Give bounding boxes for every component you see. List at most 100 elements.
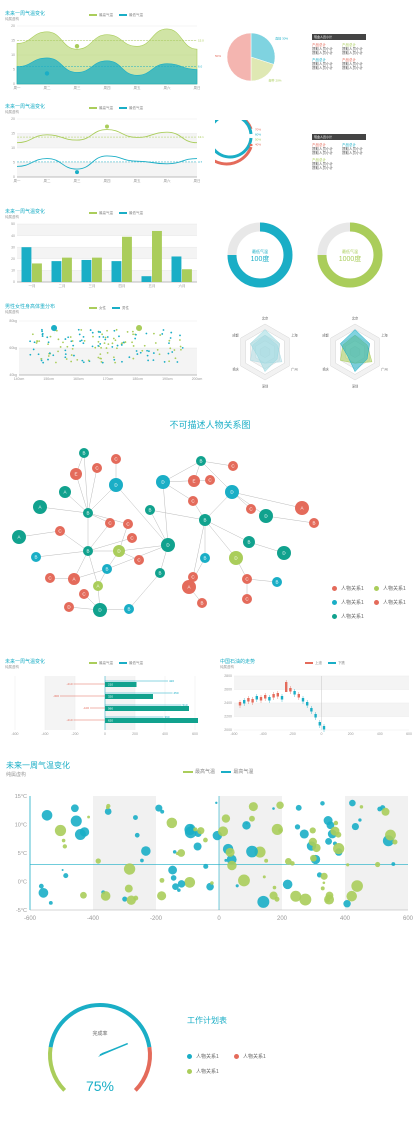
avg-label: 3.7 [198,160,203,164]
candle-body [285,682,288,692]
bubble [177,888,181,892]
graph-node-label: B [203,518,206,523]
graph-node-label: C [58,529,62,534]
candle-body [272,694,275,698]
bubble [38,888,49,898]
graph-link [115,484,169,546]
scatter-point [159,334,162,336]
bar [21,247,32,282]
scatter-point [99,343,102,345]
y-tick-label: 0 [13,175,15,179]
x-tick-label: 400 [377,732,383,736]
graph-node-label: C [137,558,141,563]
grid-band [17,270,197,282]
bubble [242,821,251,830]
line-chart-subtitle: 纯属虚构 [5,110,19,114]
graph-node [111,454,121,464]
bubble [172,850,177,854]
graph-node-label: B [312,521,315,526]
donut-value: 100度 [251,254,270,263]
scatter-point [73,354,75,357]
graph-node-label: B [247,540,250,545]
bubble [41,809,53,821]
gauge-segment [133,1046,152,1092]
candle-body [238,702,242,706]
legend-swatch [111,307,120,310]
graph-node [33,500,47,514]
legend-dot [374,600,379,606]
x-tick-label: 周四 [104,85,111,90]
scatter-point [91,331,94,334]
bubble [170,875,177,881]
y-tick-label: 30 [11,245,15,249]
bar-chart-title: 未来一周气温变化 [5,209,46,215]
donut-arc [317,222,383,288]
x-tick-label: 周日 [194,178,201,183]
hbar-legend: 最高气温 最低气温 [84,661,143,666]
graph-node-label: C [48,576,52,581]
legend-swatch [89,307,97,310]
scatter-chart-subtitle: 纯属虚构 [5,310,19,314]
graph-node [45,573,55,583]
bubble [62,844,68,849]
grid-band [17,162,197,177]
scatter-point [33,341,36,344]
scatter-point [41,332,44,335]
scatter-point [115,328,118,331]
x-tick-label: 三月 [89,283,96,288]
scatter-point [57,338,60,341]
bubble [235,884,239,888]
graph-node-label: A [17,535,20,540]
x-tick-label: 0 [321,732,323,736]
x-tick-label: 140cm [14,377,25,381]
graph-node-label: C [126,522,130,527]
graph-node-label: B [203,556,206,561]
bubble [80,891,87,899]
graph-node-label: C [95,466,99,471]
legend-swatch [118,212,127,215]
graph-node-label: D [161,480,165,485]
graph-node-label: D [234,556,238,561]
scatter-point [76,358,79,361]
graph-link [162,460,202,483]
x-tick-label: 周一 [14,85,21,90]
graph-node [228,461,238,471]
scatter-point [42,361,45,364]
scatter-point [69,336,72,338]
pie-slice [226,32,252,82]
card-item: 产品总计 [312,57,326,62]
candle-body [297,694,300,698]
legend-swatch [118,662,127,665]
hbar-right-label: 450 [174,691,179,695]
y-tick-label: 0 [13,82,15,86]
x-tick-label: -600 [24,916,37,922]
scatter-point [49,335,52,338]
scatter-point [179,334,181,337]
radar-indicator: 深圳 [352,384,358,389]
scatter-point [71,340,74,342]
bubble [248,802,258,812]
scatter-point [36,340,38,342]
graph-node [229,551,243,565]
scatter-point [132,333,134,336]
scatter-point [47,355,50,357]
pie-slice [250,32,276,65]
scatter-point [77,328,80,331]
scatter-point [64,338,67,340]
scatter-point [135,350,138,352]
scatter-point [48,352,51,355]
scatter-point [106,329,108,332]
bubble [100,891,111,901]
bubble [257,895,270,908]
y-tick-label: 5°C [18,851,27,857]
candle-body [314,714,317,718]
graph-node-label: A [300,506,303,511]
scatter-point [128,356,131,359]
graph-link [162,479,211,483]
bar [32,263,42,282]
pin-marker [136,325,143,335]
card-item: 提取人员小计 [342,51,363,56]
hbar-left-label: -300 [53,694,59,698]
card-item: 提取人员小计 [312,166,333,170]
legend-dot [374,586,379,592]
